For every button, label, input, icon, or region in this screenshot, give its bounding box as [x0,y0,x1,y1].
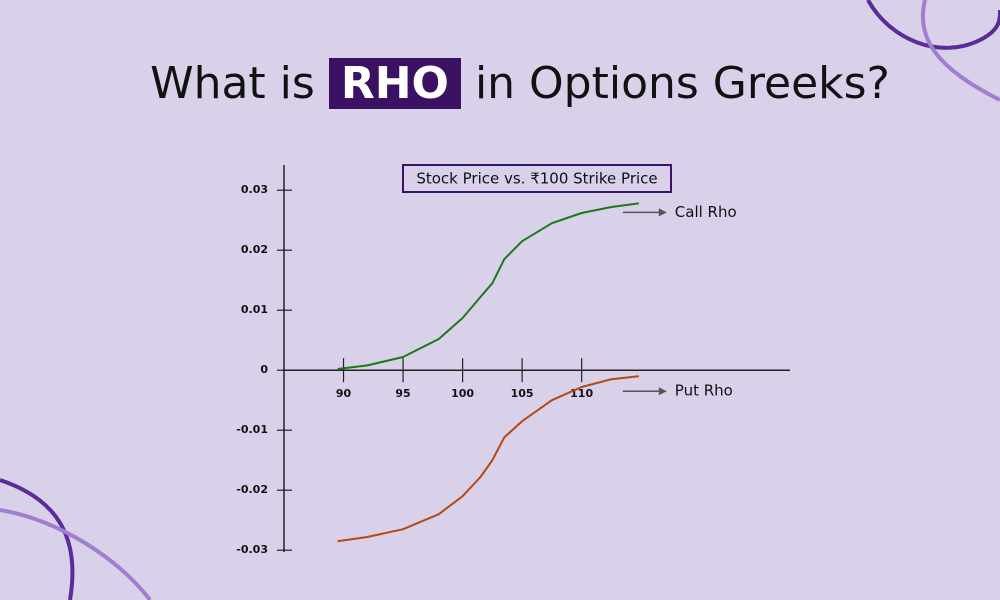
line [337,375,639,543]
x-tick-label: 95 [395,387,410,400]
y-tick-label: -0.03 [236,543,268,556]
x-tick-label: 90 [336,387,352,400]
line [337,202,639,370]
legend-arrowhead [658,208,667,217]
y-tick-label: 0.02 [241,243,268,256]
legend-label: Call Rho [675,203,737,221]
y-tick-label: -0.01 [236,423,268,436]
y-tick-label: 0 [260,363,268,376]
decor [866,0,1000,50]
y-tick-label: 0.01 [241,303,268,316]
title: What is RHO in Options Greeks? [0,58,1000,109]
legend-arrowhead [658,387,667,396]
decor [0,478,75,600]
x-tick-label: 110 [570,387,593,400]
subtitle: Stock Price vs. ₹100 Strike Price [416,170,657,188]
decor [0,508,152,600]
title-text: What is [150,58,315,109]
legend-label: Put Rho [675,382,733,400]
y-tick-label: 0.03 [241,183,268,196]
subtitle-box [402,164,672,193]
title-text: in Options Greeks? [474,58,890,109]
y-tick-label: -0.02 [236,483,268,496]
title-highlight: RHO [328,58,461,109]
x-tick-label: 100 [451,387,474,400]
decor [920,0,1000,102]
x-tick-label: 105 [511,387,534,400]
